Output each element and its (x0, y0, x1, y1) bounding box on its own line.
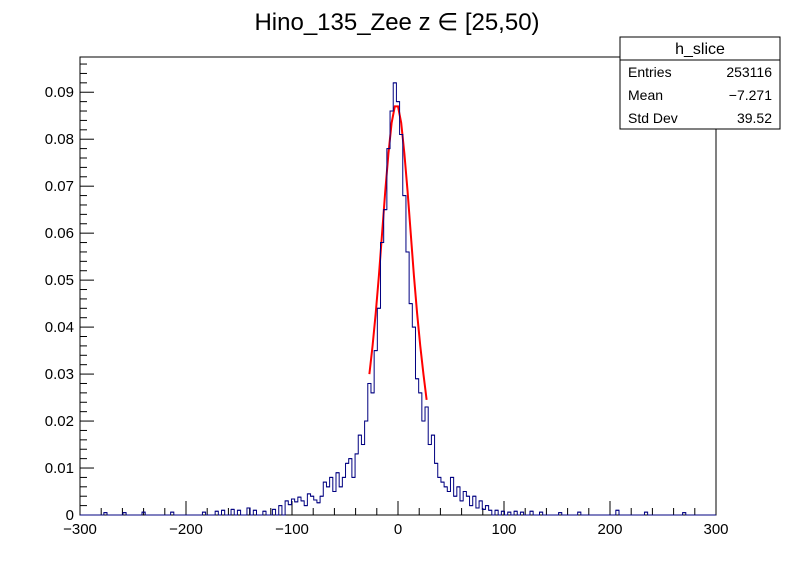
y-tick-label: 0.09 (45, 84, 74, 101)
y-tick-label: 0.08 (45, 131, 74, 148)
stats-entries-label: Entries (628, 64, 672, 80)
fit-curve (368, 105, 428, 401)
x-tick-label: −200 (169, 521, 203, 538)
x-tick-label: 0 (394, 521, 402, 538)
y-axis: 0 0.01 0.02 0.03 0.04 0.05 0.06 0.07 0.08 0.09 (45, 63, 94, 524)
y-tick-label: 0.02 (45, 413, 74, 430)
y-tick-label: 0 (66, 507, 74, 524)
stats-mean-value: −7.271 (729, 87, 772, 103)
stats-box-title: h_slice (675, 41, 725, 58)
stats-box-frame (619, 36, 781, 130)
x-tick-label: 300 (703, 521, 728, 538)
x-tick-label: −100 (275, 521, 309, 538)
y-tick-label: 0.05 (45, 272, 74, 289)
histogram-layer (80, 82, 716, 516)
x-tick-label: 100 (491, 521, 516, 538)
fit-layer (368, 105, 428, 401)
y-tick-label: 0.01 (45, 460, 74, 477)
y-tick-label: 0.06 (45, 225, 74, 242)
y-tick-label: 0.03 (45, 366, 74, 383)
chart-title: Hino_135_Zee z ∈ [25,50) (254, 9, 539, 36)
x-axis: −300 −200 −100 0 100 200 300 (63, 501, 729, 538)
x-tick-label: 200 (597, 521, 622, 538)
y-tick-label: 0.04 (45, 319, 74, 336)
stats-stddev-label: Std Dev (628, 110, 678, 126)
y-tick-label: 0.07 (45, 178, 74, 195)
x-tick-label: −300 (63, 521, 97, 538)
stats-mean-label: Mean (628, 87, 663, 103)
plot-frame (79, 56, 717, 516)
stats-entries-value: 253116 (726, 64, 772, 80)
stats-stddev-value: 39.52 (737, 110, 772, 126)
stats-box: h_slice Entries 253116 Mean −7.271 Std D… (619, 36, 781, 130)
